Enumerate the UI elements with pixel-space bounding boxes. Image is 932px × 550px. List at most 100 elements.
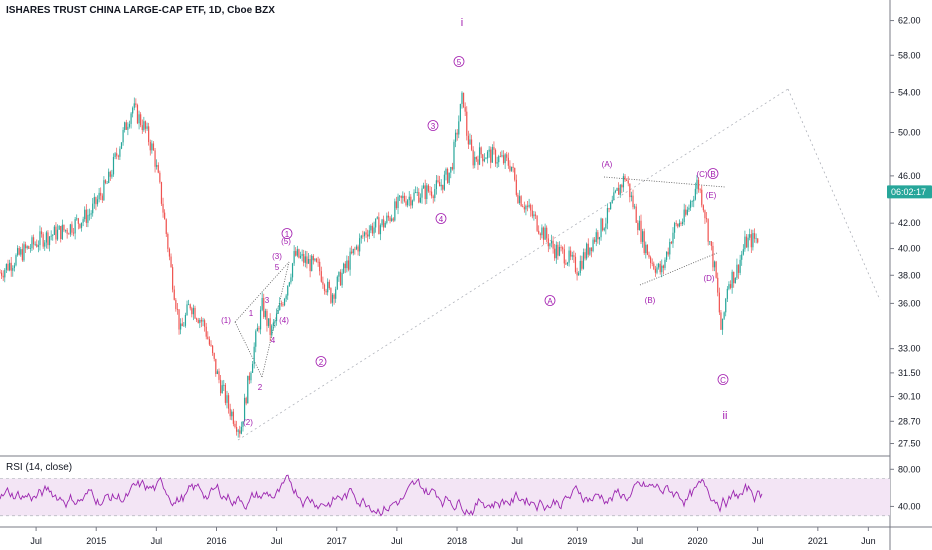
candle-body-292 [466,111,468,136]
candle-body-430 [686,209,688,215]
candle-body-452 [721,318,724,330]
candle-body-330 [526,205,529,207]
candle-body-131 [208,339,211,345]
candle-body-411 [656,267,658,273]
candle-body-156 [248,375,250,381]
candle-body-232 [370,225,372,231]
candle-body-106 [168,248,171,257]
candle-body-49 [77,218,79,224]
wave-minor-A: (A) [602,160,613,169]
candle-body-267 [426,185,428,200]
candle-body-7 [10,262,12,271]
candle-body-68 [108,171,110,184]
candle-body-108 [172,267,174,290]
candle-body-194 [309,259,311,272]
candle-body-382 [610,203,612,210]
candle-body-58 [92,203,94,214]
candle-body-301 [480,147,482,155]
candle-body-249 [397,196,399,208]
candle-body-87 [138,114,140,124]
candle-body-378 [603,228,605,231]
candle-body-332 [530,204,532,211]
candle-body-222 [354,248,356,250]
candle-body-348 [555,244,557,259]
candle-body-228 [363,232,366,237]
candle-body-193 [307,259,310,264]
candle-body-404 [645,244,647,254]
candle-body-137 [218,371,220,380]
candle-body-146 [232,411,234,424]
candle-body-25 [39,231,41,246]
candle-body-422 [673,223,676,233]
candle-body-420 [670,242,672,244]
candle-body-458 [731,271,733,288]
candle-body-13 [20,249,22,255]
candle-body-365 [582,252,585,269]
candle-body-333 [531,210,533,217]
wave-minor-D: (D) [703,274,714,283]
candle-body-78 [124,122,126,130]
candle-body-405 [646,244,649,255]
candle-body-182 [290,277,292,283]
candle-body-460 [734,277,736,284]
candle-body-388 [619,184,621,195]
candle-body-136 [216,371,218,375]
y-tick-label-11: 30.10 [898,392,921,402]
candle-body-270 [431,191,433,197]
candle-body-94 [149,142,151,151]
candle-body-312 [498,156,500,163]
candle-body-464 [741,254,743,260]
candle-body-455 [726,288,728,299]
candle-body-74 [117,155,119,157]
candle-body-37 [58,226,60,230]
candle-body-321 [512,166,514,168]
candle-body-164 [261,297,263,310]
candle-body-429 [685,209,687,215]
candle-body-357 [570,250,572,257]
candle-body-303 [483,159,485,162]
candle-body-170 [271,325,273,336]
candle-body-102 [162,203,164,213]
candle-body-407 [650,257,652,263]
candle-body-384 [613,192,615,200]
candle-body-268 [427,185,430,192]
candle-body-431 [688,207,690,210]
candle-body-176 [280,303,282,305]
candle-body-328 [523,206,525,210]
candle-body-141 [224,384,226,403]
triangle-upper [603,176,726,188]
candle-body-265 [423,185,425,189]
candle-body-353 [563,249,565,264]
candle-body-40 [63,224,65,231]
candle-body-80 [127,126,129,130]
candle-body-89 [141,125,143,131]
candle-body-224 [357,246,359,252]
candle-body-59 [93,197,95,204]
wave-circle-4: 4 [439,215,444,224]
candle-body-76 [120,142,123,149]
candle-body-306 [488,149,490,152]
y-tick-label-5: 42.00 [898,218,921,228]
candle-body-376 [600,218,602,238]
candle-body-334 [533,214,535,217]
candle-body-262 [418,191,420,203]
candle-body-133 [212,345,214,353]
candle-body-343 [547,238,549,247]
candle-body-401 [640,220,642,242]
candle-body-449 [717,277,719,293]
candle-body-138 [219,379,222,394]
candle-body-5 [7,263,9,271]
candle-body-173 [275,313,278,322]
candle-body-111 [176,308,179,310]
candle-body-180 [287,285,289,296]
candle-body-350 [558,246,561,256]
candle-body-472 [753,233,756,239]
candle-body-159 [253,346,255,365]
candle-body-143 [227,395,230,409]
candle-body-39 [61,224,63,240]
candle-body-375 [598,237,601,240]
x-tick-label-8: Jul [511,536,523,546]
candle-body-263 [419,197,422,203]
